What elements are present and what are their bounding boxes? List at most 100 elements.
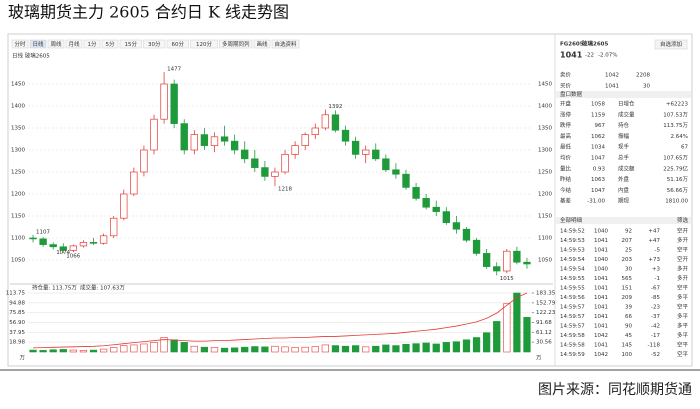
tick-cell: +47 [648, 238, 660, 244]
stat-value: 225.79亿 [663, 164, 688, 172]
volume-bar [321, 344, 329, 353]
chart-label: 日线 玻璃2605 [12, 52, 50, 60]
tick-cell: -37 [651, 314, 660, 320]
price-annotation: 1392 [328, 104, 342, 110]
stat-label: 总手 [618, 154, 630, 162]
toolbar-button[interactable] [253, 39, 271, 49]
tick-cell: 14:59:57 [560, 314, 585, 320]
candle-body [281, 154, 289, 173]
toolbar-label: 30分 [148, 40, 161, 48]
filter-button[interactable]: 筛选 [677, 216, 689, 224]
stat-label: 跌停 [560, 121, 572, 129]
quote-price: 1041 [560, 51, 583, 60]
tick-cell: -67 [651, 286, 660, 292]
candle-body [89, 242, 98, 244]
volume-bar [251, 346, 259, 353]
quote-code: FG2605 [560, 42, 584, 48]
stat-label: 成交量 [618, 110, 635, 118]
y-tick-label-right: 1400 [538, 104, 552, 110]
volume-bar [160, 337, 168, 353]
unit-right: 万 [536, 355, 542, 362]
legend-position: 持仓量: 113.75万 [32, 284, 77, 292]
tick-cell: 1040 [594, 257, 608, 263]
tick-cell: 1040 [594, 267, 608, 273]
toolbar-button[interactable] [47, 39, 65, 49]
y2-tick-label: 91.68 [536, 320, 552, 326]
y-tick-label: 1300 [11, 148, 25, 154]
volume-bar [382, 344, 390, 353]
volume-bar [220, 347, 229, 353]
candle-body [271, 171, 279, 177]
candle-body [120, 193, 128, 219]
toolbar-label: 分时 [14, 40, 26, 48]
stat-value: 1047 [591, 156, 605, 162]
candle-body [422, 198, 430, 208]
quote-change: -22 [585, 53, 594, 59]
toolbar-label: 5分 [106, 40, 115, 48]
price-annotation: 1074 [56, 250, 70, 256]
volume-bar [392, 345, 400, 353]
toolbar-button[interactable] [29, 39, 47, 49]
stat-value: 56.66万 [667, 187, 689, 194]
stat-label: 现手 [618, 143, 630, 151]
tick-cell: 1041 [594, 295, 608, 301]
candle-body [452, 222, 461, 230]
stat-value: 1034 [591, 145, 605, 151]
tick-cell: 1041 [594, 238, 608, 244]
candle-body [210, 136, 219, 146]
volume-bar [231, 347, 239, 353]
y2-tick-label: 152.79 [536, 300, 556, 306]
unit-left: 万 [19, 355, 25, 362]
candle-body [321, 114, 330, 129]
tick-cell: 14:59:57 [560, 324, 585, 330]
stat-label: 基差 [560, 197, 572, 205]
volume-bar [130, 344, 138, 353]
section-title: 盘口数据 [560, 90, 583, 98]
candle-body [432, 206, 440, 212]
toolbar-button[interactable] [166, 39, 189, 49]
tick-cell: 14:59:58 [560, 343, 585, 349]
toolbar-label: 60分 [172, 40, 185, 48]
bid-volume: 30 [643, 84, 650, 90]
toolbar-button[interactable] [219, 39, 253, 49]
stat-value: 1047 [591, 188, 605, 194]
add-button[interactable] [654, 39, 688, 50]
toolbar-button[interactable] [143, 39, 166, 49]
volume-bar [69, 349, 77, 353]
price-annotation: 1477 [167, 67, 181, 73]
volume-bar [432, 343, 440, 353]
volume-bar [120, 345, 128, 353]
candle-body [523, 261, 531, 265]
toolbar-button[interactable] [11, 39, 29, 49]
toolbar-button[interactable] [101, 39, 119, 49]
volume-bar [372, 345, 380, 353]
toolbar-label: 月线 [68, 40, 80, 48]
y-tick-label: 1150 [11, 214, 25, 220]
y-tick-label: 75.85 [9, 310, 25, 316]
tick-cell: 多开 [677, 236, 689, 244]
source: 图片来源：同花顺期货通 [538, 381, 692, 398]
toolbar-button[interactable] [119, 39, 142, 49]
y-tick-label: 113.75 [6, 291, 26, 297]
volume-bar [503, 303, 511, 353]
toolbar-button[interactable] [83, 39, 101, 49]
toolbar-button[interactable] [190, 39, 218, 49]
toolbar-button[interactable] [65, 39, 83, 49]
y-tick-label: 1100 [11, 236, 25, 242]
volume-bar [513, 292, 521, 353]
candle-body [311, 127, 319, 135]
volume-bar [150, 342, 158, 353]
stat-label: 振幅 [618, 132, 630, 140]
tick-cell: 1041 [594, 276, 608, 282]
stat-label: 涨停 [560, 110, 572, 118]
candle-body [412, 187, 420, 199]
candle-body [49, 244, 57, 248]
tick-cell: 多开 [677, 265, 689, 273]
candle-body [362, 149, 370, 155]
tick-cell: 14:59:53 [560, 248, 585, 254]
toolbar-button[interactable] [271, 39, 300, 49]
quote-name: 玻璃2605 [582, 40, 608, 48]
tick-cell: 多平 [677, 331, 689, 339]
volume-bar [200, 346, 209, 353]
y2-tick-label: 30.56 [536, 340, 552, 346]
